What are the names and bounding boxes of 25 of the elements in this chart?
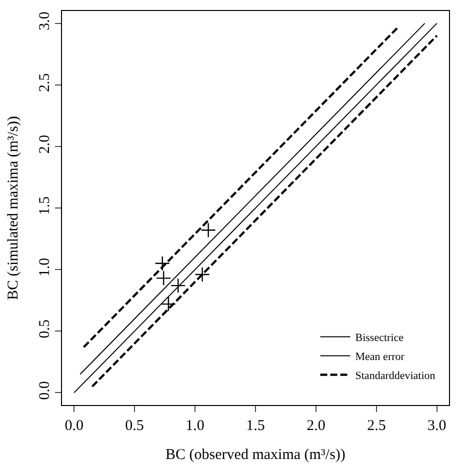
point [156,270,172,286]
y-tick-label: 1.0 [37,258,53,277]
y-tick-label: 2.5 [37,73,53,92]
point [160,296,176,312]
x-tick-label: 0.5 [125,418,144,434]
legend-label: Bissectrice [355,332,404,344]
point [170,278,186,294]
y-axis-title: BC (simulated maxima (m³/s)) [5,116,22,300]
y-tick-label: 3.0 [37,12,53,30]
y-tick-label: 0.5 [37,320,53,338]
x-tick-label: 3.0 [428,418,446,434]
x-tick-label: 0.0 [64,418,84,434]
point [194,266,210,282]
x-tick-label: 2.5 [367,418,386,434]
y-tick-label: 1.5 [37,196,53,216]
legend-label: Standarddeviation [355,370,436,382]
point [200,222,216,238]
y-tick-label: 2.0 [37,134,53,154]
x-tick-label: 1.0 [186,418,204,434]
y-tick-label: 0.0 [37,381,53,400]
point [154,256,170,272]
x-tick-label: 2.0 [306,418,326,434]
x-axis-title: BC (observed maxima (m³/s)) [166,447,346,463]
x-tick-label: 1.5 [246,418,265,434]
legend-label: Mean error [355,351,405,364]
